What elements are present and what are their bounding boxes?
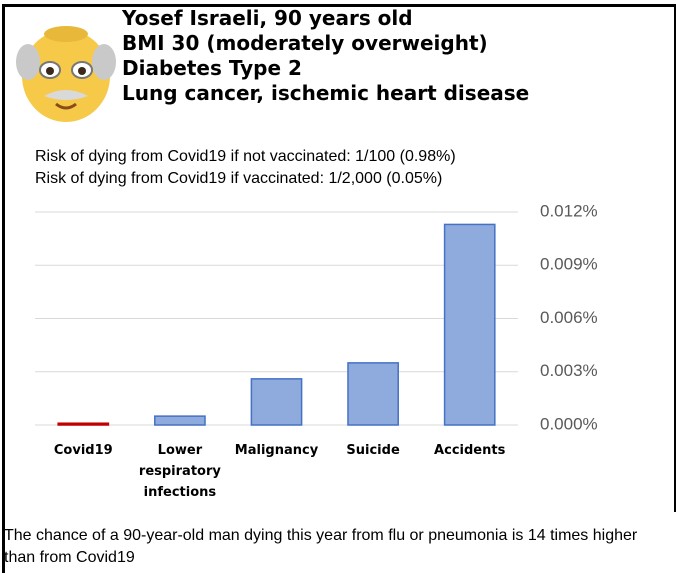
y-tick-label: 0.003% — [540, 361, 598, 380]
avatar — [16, 26, 116, 122]
page: {"header": {"lines": ["Yosef Israeli, 90… — [0, 0, 676, 573]
y-tick-label: 0.012% — [540, 201, 598, 220]
x-tick-label: Malignancy — [232, 440, 322, 461]
x-tick-label: Accidents — [425, 440, 515, 461]
bar — [445, 224, 495, 425]
y-tick-label: 0.009% — [540, 255, 598, 274]
x-tick-label: Lower respiratory infections — [135, 440, 225, 503]
y-tick-label: 0.000% — [540, 414, 598, 433]
title-line: Diabetes Type 2 — [122, 56, 302, 80]
bar — [58, 423, 108, 425]
x-tick-label: Suicide — [328, 440, 418, 461]
x-tick-label: Covid19 — [38, 440, 128, 461]
title-line: Yosef Israeli, 90 years old — [122, 6, 413, 30]
bar — [348, 363, 398, 425]
bar — [251, 379, 301, 425]
bar — [155, 416, 205, 425]
y-tick-label: 0.006% — [540, 308, 598, 327]
title-line: BMI 30 (moderately overweight) — [122, 31, 488, 55]
footer-text: The chance of a 90-year-old man dying th… — [4, 525, 672, 569]
risk-text: Risk of dying from Covid19 if vaccinated… — [35, 170, 442, 188]
title-line: Lung cancer, ischemic heart disease — [122, 81, 529, 105]
risk-text: Risk of dying from Covid19 if not vaccin… — [35, 148, 456, 166]
